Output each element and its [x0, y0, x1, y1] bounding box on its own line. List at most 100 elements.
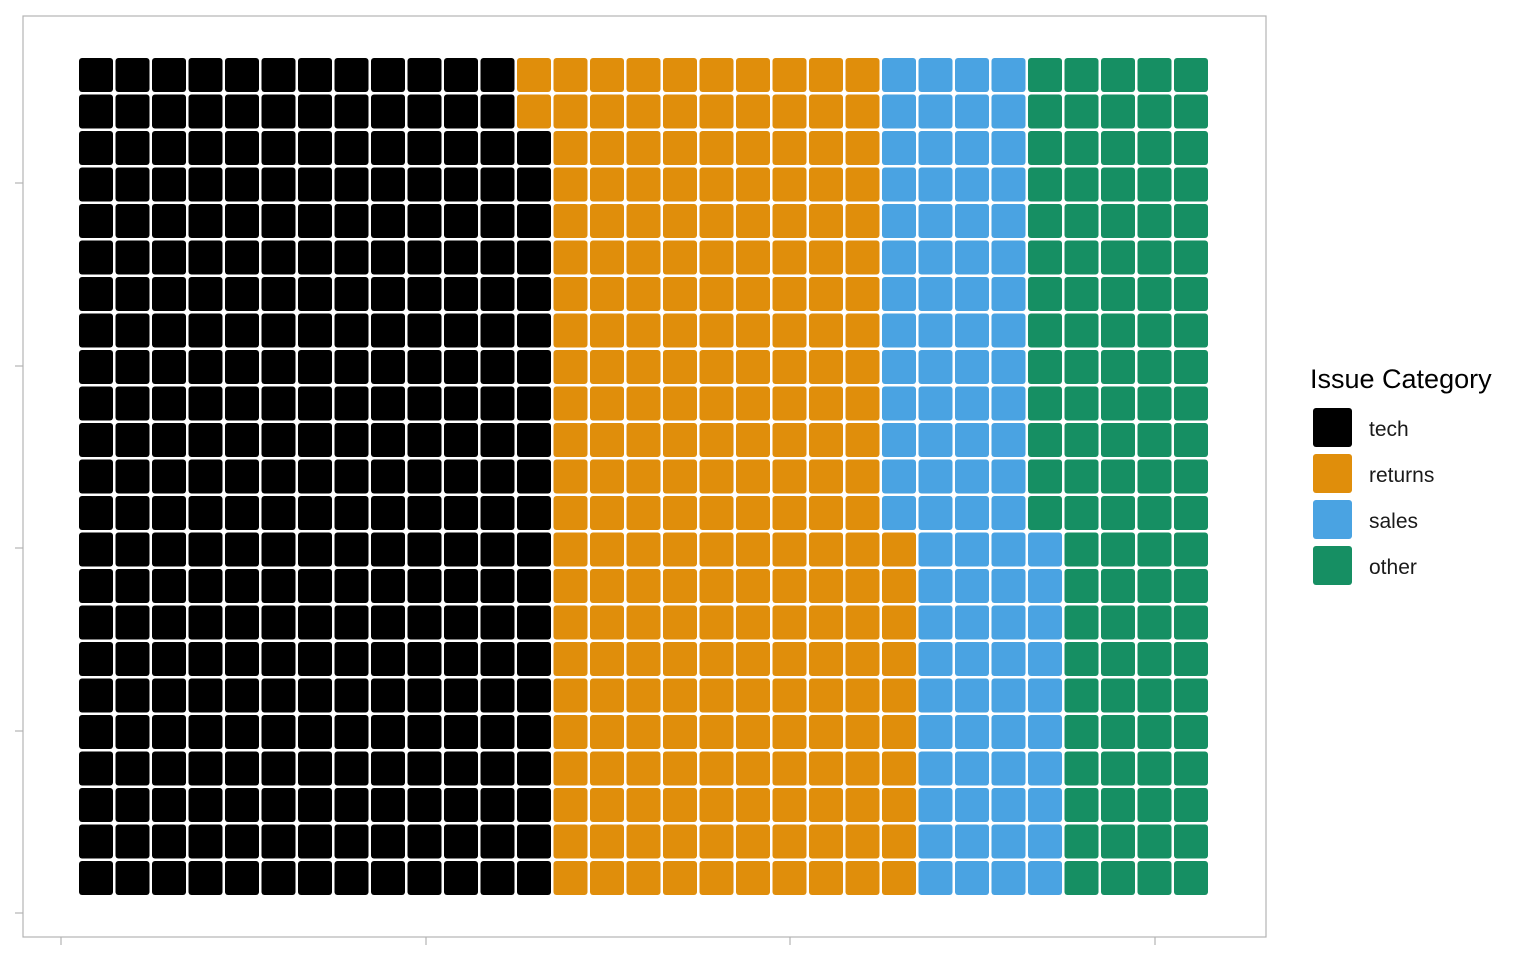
waffle-cell-tech [115, 642, 150, 676]
waffle-cell-tech [152, 423, 186, 457]
waffle-cell-tech [79, 605, 113, 640]
waffle-cell-returns [590, 642, 624, 676]
waffle-cell-returns [772, 131, 807, 165]
waffle-cell-tech [79, 423, 113, 457]
waffle-cell-returns [699, 788, 734, 822]
waffle-cell-tech [407, 532, 442, 567]
waffle-cell-returns [845, 204, 880, 238]
waffle-cell-returns [772, 423, 807, 457]
waffle-cell-tech [334, 642, 369, 676]
waffle-cell-returns [736, 240, 770, 275]
waffle-cell-returns [699, 824, 734, 859]
legend-label-sales: sales [1369, 510, 1418, 533]
waffle-cell-tech [79, 788, 113, 822]
waffle-cell-returns [845, 569, 880, 603]
waffle-cell-other [1028, 277, 1062, 311]
waffle-cell-other [1101, 532, 1135, 567]
waffle-cell-tech [79, 204, 113, 238]
waffle-cell-tech [480, 715, 515, 749]
waffle-cell-returns [626, 386, 661, 421]
waffle-cell-returns [845, 788, 880, 822]
waffle-cell-sales [955, 496, 989, 530]
waffle-cell-sales [918, 861, 953, 895]
waffle-cell-sales [991, 459, 1026, 494]
waffle-cell-tech [188, 605, 223, 640]
waffle-cell-tech [334, 532, 369, 567]
waffle-cell-returns [626, 678, 661, 713]
waffle-cell-tech [517, 204, 551, 238]
waffle-cell-tech [371, 532, 405, 567]
waffle-cell-tech [480, 678, 515, 713]
waffle-cell-tech [407, 350, 442, 384]
waffle-cell-returns [663, 240, 697, 275]
waffle-cell-sales [955, 386, 989, 421]
waffle-cell-sales [955, 824, 989, 859]
waffle-cell-returns [626, 532, 661, 567]
waffle-cell-tech [225, 751, 259, 786]
waffle-cell-returns [590, 423, 624, 457]
waffle-cell-other [1028, 204, 1062, 238]
waffle-cell-tech [334, 423, 369, 457]
waffle-cell-tech [261, 642, 296, 676]
waffle-cell-tech [444, 386, 478, 421]
waffle-cell-tech [334, 386, 369, 421]
waffle-cell-sales [955, 423, 989, 457]
waffle-cell-other [1174, 204, 1208, 238]
waffle-cell-tech [407, 569, 442, 603]
waffle-cell-tech [334, 861, 369, 895]
waffle-cell-other [1101, 569, 1135, 603]
waffle-cell-returns [809, 678, 843, 713]
legend-key-returns [1313, 454, 1352, 493]
waffle-cell-returns [809, 496, 843, 530]
waffle-cell-tech [371, 824, 405, 859]
waffle-cell-tech [298, 423, 332, 457]
waffle-cell-sales [991, 240, 1026, 275]
waffle-cell-returns [736, 788, 770, 822]
waffle-cell-sales [991, 788, 1026, 822]
waffle-cell-returns [736, 313, 770, 348]
waffle-cell-tech [371, 277, 405, 311]
waffle-cell-sales [918, 131, 953, 165]
waffle-cell-returns [772, 167, 807, 202]
waffle-cell-tech [371, 751, 405, 786]
waffle-cell-returns [626, 240, 661, 275]
waffle-cell-tech [444, 861, 478, 895]
waffle-cell-tech [188, 496, 223, 530]
waffle-cell-returns [736, 58, 770, 92]
waffle-cell-returns [845, 350, 880, 384]
waffle-cell-sales [955, 277, 989, 311]
waffle-cell-tech [298, 240, 332, 275]
waffle-cell-returns [517, 94, 551, 129]
waffle-cell-sales [918, 423, 953, 457]
waffle-cell-other [1174, 167, 1208, 202]
waffle-cell-tech [444, 532, 478, 567]
waffle-cell-tech [188, 167, 223, 202]
waffle-cell-other [1064, 751, 1099, 786]
waffle-cell-tech [298, 167, 332, 202]
waffle-cell-other [1137, 605, 1172, 640]
waffle-cell-returns [553, 678, 588, 713]
waffle-cell-tech [225, 496, 259, 530]
waffle-cell-returns [663, 605, 697, 640]
waffle-cell-other [1137, 569, 1172, 603]
waffle-cell-sales [882, 313, 916, 348]
waffle-cell-sales [991, 204, 1026, 238]
waffle-cell-returns [590, 58, 624, 92]
waffle-cells [79, 58, 1208, 895]
waffle-cell-returns [809, 642, 843, 676]
waffle-cell-tech [115, 459, 150, 494]
waffle-cell-tech [444, 313, 478, 348]
waffle-cell-other [1174, 605, 1208, 640]
waffle-cell-other [1174, 496, 1208, 530]
waffle-cell-other [1137, 350, 1172, 384]
waffle-cell-returns [736, 350, 770, 384]
waffle-cell-sales [955, 642, 989, 676]
waffle-cell-other [1101, 313, 1135, 348]
waffle-cell-tech [298, 350, 332, 384]
waffle-cell-returns [845, 277, 880, 311]
legend-label-tech: tech [1369, 418, 1409, 441]
waffle-cell-tech [298, 131, 332, 165]
waffle-cell-sales [882, 167, 916, 202]
waffle-cell-returns [663, 861, 697, 895]
